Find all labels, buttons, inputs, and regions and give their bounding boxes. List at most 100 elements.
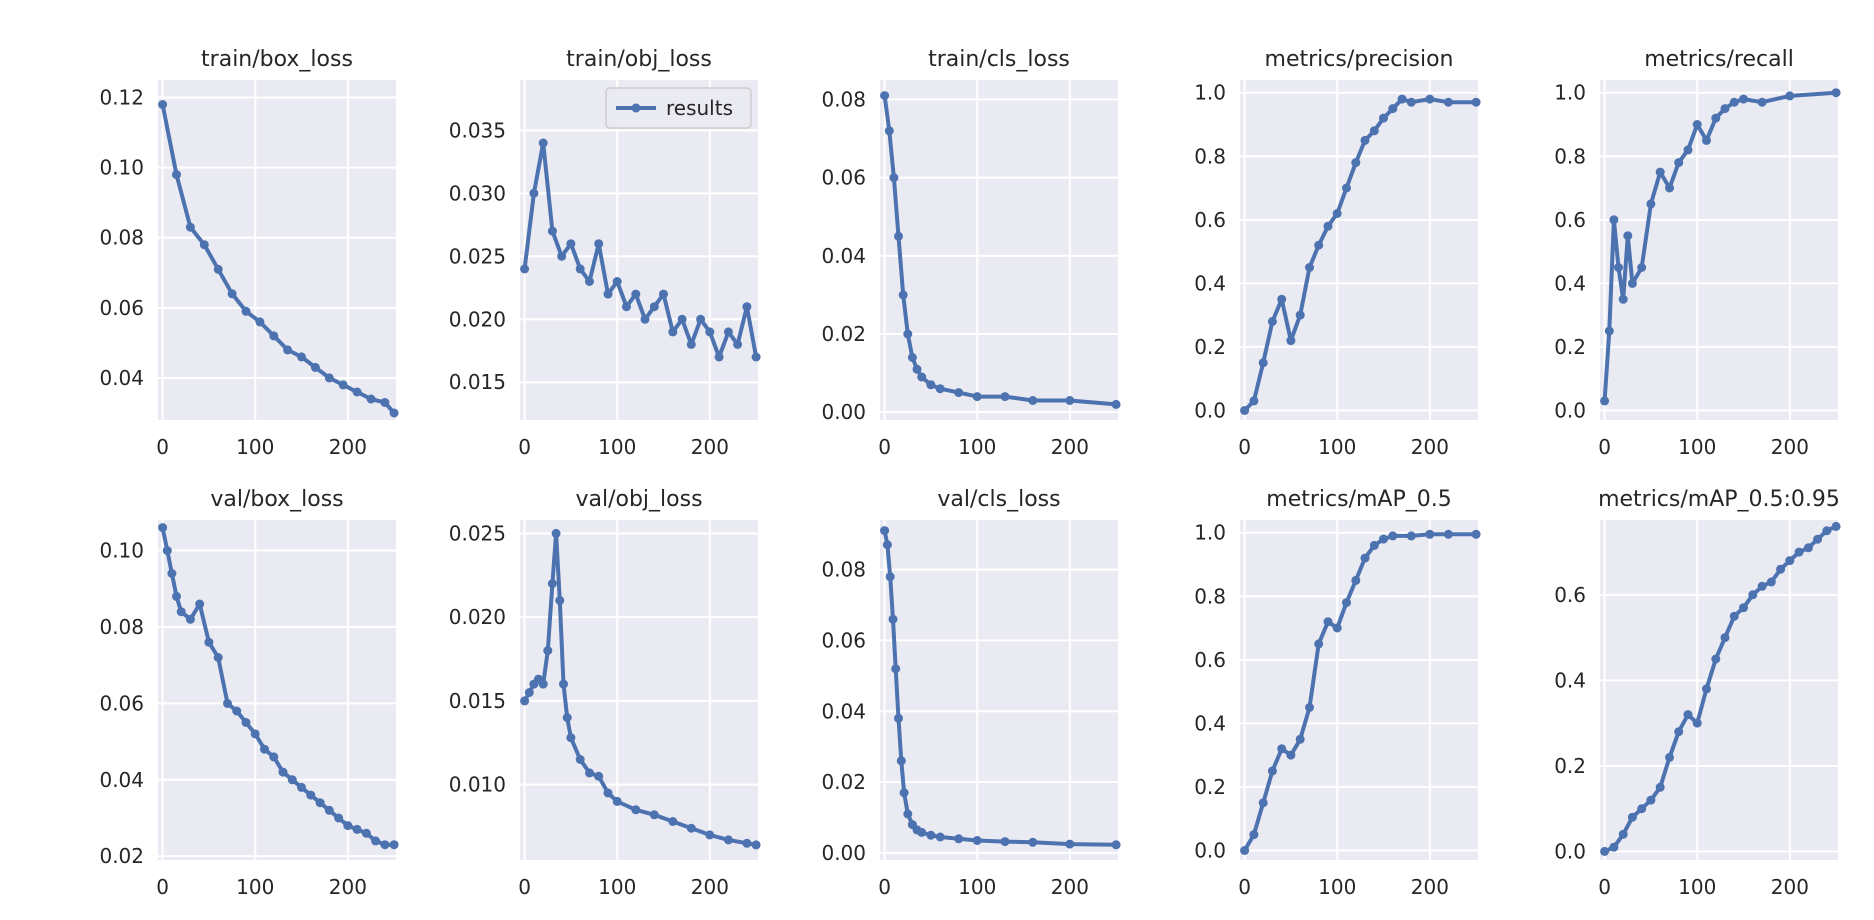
data-point (1249, 830, 1259, 840)
data-point (195, 599, 205, 609)
data-point (622, 302, 631, 312)
data-point (1267, 317, 1277, 326)
y-tick-label: 1.0 (1554, 81, 1586, 105)
data-point (315, 798, 325, 808)
data-point (389, 408, 399, 418)
data-point (1609, 215, 1619, 225)
y-tick-label: 0.00 (821, 841, 866, 865)
data-point (1379, 534, 1388, 544)
data-point (176, 607, 186, 617)
data-point (1785, 91, 1795, 101)
data-point (1692, 718, 1702, 728)
plot-area (1600, 80, 1838, 420)
x-tick-label: 100 (958, 875, 996, 899)
data-point (733, 339, 743, 349)
data-point (306, 790, 316, 800)
y-tick-label: 0.0 (1554, 839, 1586, 863)
y-tick-label: 0.025 (449, 521, 506, 545)
y-tick-label: 0.8 (1194, 144, 1226, 168)
data-point (1342, 183, 1351, 193)
data-point (562, 713, 572, 723)
chart-panel-metrics-precision: 0 100 200 0.0 0.2 0.4 0.6 0.8 1.0 metrics/precisi… (1194, 47, 1481, 459)
data-point (1813, 534, 1823, 544)
data-point (1000, 392, 1010, 402)
y-tick-label: 0.12 (99, 86, 144, 110)
data-point (1323, 617, 1333, 627)
data-point (1406, 97, 1416, 107)
legend-marker-swatch (631, 103, 641, 113)
data-point (366, 394, 376, 404)
data-point (1637, 263, 1647, 272)
data-point (1351, 158, 1361, 168)
y-tick-label: 0.6 (1194, 648, 1226, 672)
data-point (1425, 94, 1435, 104)
data-point (380, 840, 390, 850)
data-point (1729, 97, 1739, 107)
y-tick-label: 0.06 (99, 296, 144, 320)
data-point (917, 372, 927, 382)
data-point (1342, 598, 1351, 608)
data-point (1240, 406, 1250, 415)
data-point (1295, 310, 1305, 320)
data-point (167, 569, 177, 578)
data-point (227, 289, 237, 299)
data-point (1028, 396, 1038, 405)
chart-panel-val-box-loss: 0 100 200 0.02 0.04 0.06 0.08 0.10 val/box_loss (99, 487, 399, 899)
data-point (889, 173, 899, 183)
data-point (668, 327, 678, 337)
data-point (585, 768, 594, 778)
data-point (603, 788, 613, 798)
data-point (659, 289, 668, 299)
y-tick-label: 0.08 (821, 88, 866, 112)
x-tick-label: 200 (691, 875, 729, 899)
y-tick-label: 0.08 (821, 558, 866, 582)
data-point (1665, 752, 1674, 762)
x-tick-label: 0 (156, 875, 169, 899)
y-tick-label: 0.2 (1194, 335, 1226, 359)
data-point (297, 352, 306, 362)
x-tick-label: 0 (156, 435, 169, 459)
y-tick-label: 0.02 (821, 770, 866, 794)
y-tick-label: 0.02 (821, 322, 866, 346)
y-tick-label: 0.010 (449, 773, 506, 797)
data-point (1692, 120, 1702, 129)
y-tick-label: 0.06 (99, 691, 144, 715)
x-tick-label: 0 (1598, 875, 1611, 899)
data-point (585, 277, 594, 286)
data-point (1776, 564, 1786, 574)
chart-title: metrics/mAP_0.5 (1266, 487, 1451, 512)
data-point (935, 384, 945, 394)
data-point (899, 788, 909, 798)
data-point (903, 329, 913, 339)
data-point (723, 835, 733, 845)
data-point (903, 809, 913, 819)
data-point (884, 126, 894, 136)
y-tick-label: 0.0 (1194, 398, 1226, 422)
x-tick-label: 100 (1678, 875, 1716, 899)
data-point (1803, 543, 1813, 553)
x-tick-label: 200 (1771, 875, 1809, 899)
x-tick-label: 0 (1238, 875, 1251, 899)
data-point (575, 755, 585, 764)
chart-panel-val-obj-loss: 0 100 200 0.010 0.015 0.020 0.025 val/obj_loss (449, 487, 761, 899)
x-tick-label: 0 (878, 875, 891, 899)
data-point (1369, 126, 1379, 136)
data-point (185, 614, 195, 624)
data-point (1323, 221, 1333, 231)
plot-area (158, 520, 396, 860)
data-point (696, 314, 706, 324)
data-point (1388, 104, 1398, 114)
y-tick-label: 0.00 (821, 400, 866, 424)
data-point (250, 729, 260, 739)
data-point (185, 222, 195, 232)
data-point (172, 591, 181, 601)
data-point (640, 314, 650, 324)
data-point (1646, 199, 1656, 209)
data-point (343, 821, 353, 831)
data-point (223, 698, 232, 708)
data-point (894, 231, 903, 241)
series-line (1243, 97, 1477, 412)
data-point (162, 546, 172, 556)
data-point (278, 767, 288, 777)
